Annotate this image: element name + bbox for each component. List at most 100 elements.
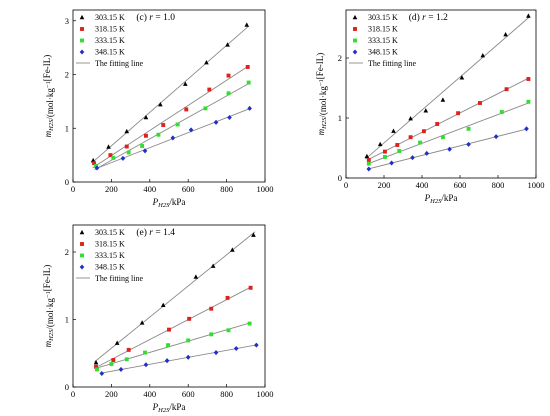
fit-line <box>95 322 252 369</box>
data-point <box>144 133 148 138</box>
data-point <box>410 155 415 161</box>
data-point <box>187 316 192 321</box>
legend-marker <box>79 49 85 55</box>
legend-fit-label: The fitting line <box>95 59 143 68</box>
legend-label: 348.15 K <box>95 48 125 57</box>
fit-line <box>94 82 251 171</box>
x-axis-title: PH2S/kPa <box>424 193 458 205</box>
x-tick-label: 200 <box>378 180 391 190</box>
data-point <box>477 101 482 105</box>
data-point <box>447 146 452 152</box>
data-point <box>95 367 99 372</box>
data-point <box>207 87 212 92</box>
data-point <box>158 101 163 107</box>
data-point <box>440 135 445 140</box>
fit-line <box>367 77 531 161</box>
fit-line <box>91 26 249 164</box>
y-axis-title: mH2S/(mol·kg−1[Fe-IL) <box>42 265 55 348</box>
data-point <box>188 127 194 133</box>
data-point <box>184 107 189 112</box>
y-tick-label: 1 <box>65 315 69 325</box>
plot-frame <box>72 224 266 388</box>
data-point <box>459 75 465 80</box>
data-point <box>493 134 499 140</box>
data-point <box>213 119 219 125</box>
legend-label: 333.15 K <box>95 251 125 260</box>
data-point <box>503 31 508 37</box>
panel-label: (d) r = 1.2 <box>409 12 448 23</box>
data-point <box>526 99 531 104</box>
x-tick-label: 400 <box>416 180 429 190</box>
fit-line <box>94 231 256 363</box>
legend-label: 333.15 K <box>95 36 125 45</box>
data-point <box>395 143 400 147</box>
legend-label: 333.15 K <box>368 36 398 45</box>
legend-marker <box>79 229 85 235</box>
data-point <box>366 161 371 166</box>
x-tick-label: 800 <box>220 389 233 399</box>
legend-label: 318.15 K <box>368 25 398 34</box>
legend-marker <box>353 27 357 31</box>
legend-fit-label: The fitting line <box>368 59 416 68</box>
data-point <box>92 161 97 166</box>
y-tick-label: 0 <box>65 177 69 187</box>
data-point <box>466 141 471 147</box>
data-point <box>90 157 96 163</box>
data-point <box>226 91 231 96</box>
data-point <box>389 160 394 166</box>
data-point <box>143 350 147 355</box>
x-tick-label: 200 <box>105 389 118 399</box>
data-point <box>435 122 440 126</box>
data-point <box>166 343 170 348</box>
data-point <box>124 128 130 134</box>
legend-marker <box>352 14 358 20</box>
data-point <box>99 370 105 377</box>
data-point <box>111 155 116 160</box>
legend-label: 318.15 K <box>95 25 125 34</box>
y-tick-label: 1 <box>338 113 342 123</box>
data-point <box>226 73 231 78</box>
data-point <box>382 149 387 154</box>
panel-c: 0 200 400 600 800 1000 0 1 2 3 PH2S/kPa mH2S/(mol·k… <box>42 9 274 209</box>
data-point <box>377 141 383 147</box>
data-point <box>126 347 131 352</box>
data-point <box>111 358 116 362</box>
fit-line <box>365 16 531 160</box>
data-point <box>423 108 429 113</box>
x-tick-label: 0 <box>71 389 75 399</box>
data-point <box>120 155 126 161</box>
y-axis-title: mH2S/(mol·kg−1[Fe-IL) <box>42 55 55 138</box>
data-point <box>245 65 250 69</box>
data-point <box>408 115 413 121</box>
data-point <box>251 232 256 237</box>
legend-marker <box>79 264 85 270</box>
x-tick-label: 1000 <box>257 389 274 399</box>
legend-marker <box>80 27 84 31</box>
data-point <box>161 123 166 127</box>
data-point <box>366 158 371 162</box>
data-point <box>244 22 250 27</box>
data-point <box>94 165 100 171</box>
legend-marker <box>352 49 358 55</box>
data-point <box>248 285 253 290</box>
legend-marker <box>80 242 84 246</box>
data-point <box>230 247 235 252</box>
data-point <box>108 153 113 158</box>
x-tick-label: 600 <box>182 184 195 194</box>
legend-label: 303.15 K <box>368 13 398 22</box>
data-point <box>424 150 430 156</box>
y-tick-label: 0 <box>65 382 69 392</box>
data-point <box>185 354 191 360</box>
data-point <box>106 144 111 149</box>
data-point <box>210 263 216 268</box>
panel-e: 0 200 400 600 800 1000 0 1 2 PH2S/kPa mH2S/(mol·kg… <box>42 224 274 414</box>
data-point <box>175 122 180 127</box>
legend-label: 348.15 K <box>95 263 125 272</box>
data-point <box>456 111 461 116</box>
legend-label: 318.15 K <box>95 240 125 249</box>
data-point <box>156 132 161 137</box>
x-tick-label: 1000 <box>257 184 274 194</box>
x-tick-label: 600 <box>182 389 195 399</box>
data-point <box>170 135 176 141</box>
data-point <box>203 106 208 111</box>
